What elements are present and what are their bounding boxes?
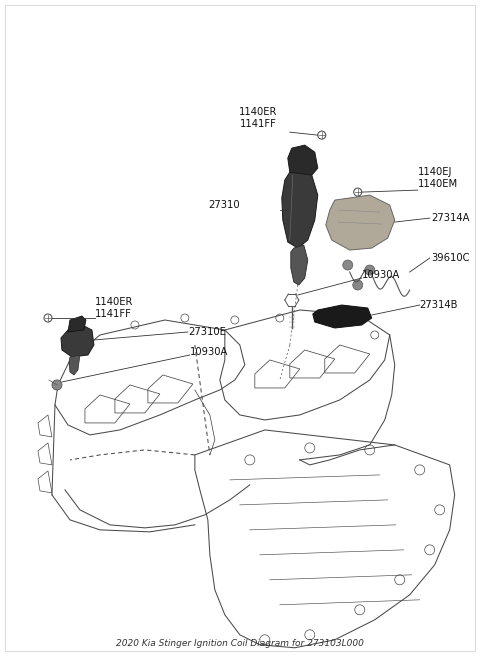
Polygon shape xyxy=(313,305,372,328)
Text: 1140ER
1141FF: 1140ER 1141FF xyxy=(95,297,133,319)
Polygon shape xyxy=(326,195,395,250)
Polygon shape xyxy=(61,325,94,357)
Text: 27314A: 27314A xyxy=(432,213,470,223)
Polygon shape xyxy=(68,316,86,332)
Text: 10930A: 10930A xyxy=(190,347,228,357)
Polygon shape xyxy=(282,172,318,248)
Text: 39610C: 39610C xyxy=(432,253,470,263)
Text: 10930A: 10930A xyxy=(362,270,400,280)
Text: 2020 Kia Stinger Ignition Coil Diagram for 273103L000: 2020 Kia Stinger Ignition Coil Diagram f… xyxy=(116,639,364,647)
Circle shape xyxy=(365,265,375,275)
Circle shape xyxy=(343,260,353,270)
Text: 27310E: 27310E xyxy=(188,327,226,337)
Circle shape xyxy=(353,280,363,290)
Text: 27314B: 27314B xyxy=(420,300,458,310)
Text: 27310: 27310 xyxy=(208,200,240,210)
Text: 1140EJ
1140EM: 1140EJ 1140EM xyxy=(418,167,458,189)
Polygon shape xyxy=(291,245,308,285)
Text: 1140ER
1141FF: 1140ER 1141FF xyxy=(239,108,277,129)
Polygon shape xyxy=(69,355,80,375)
Polygon shape xyxy=(288,145,318,178)
Circle shape xyxy=(52,380,62,390)
